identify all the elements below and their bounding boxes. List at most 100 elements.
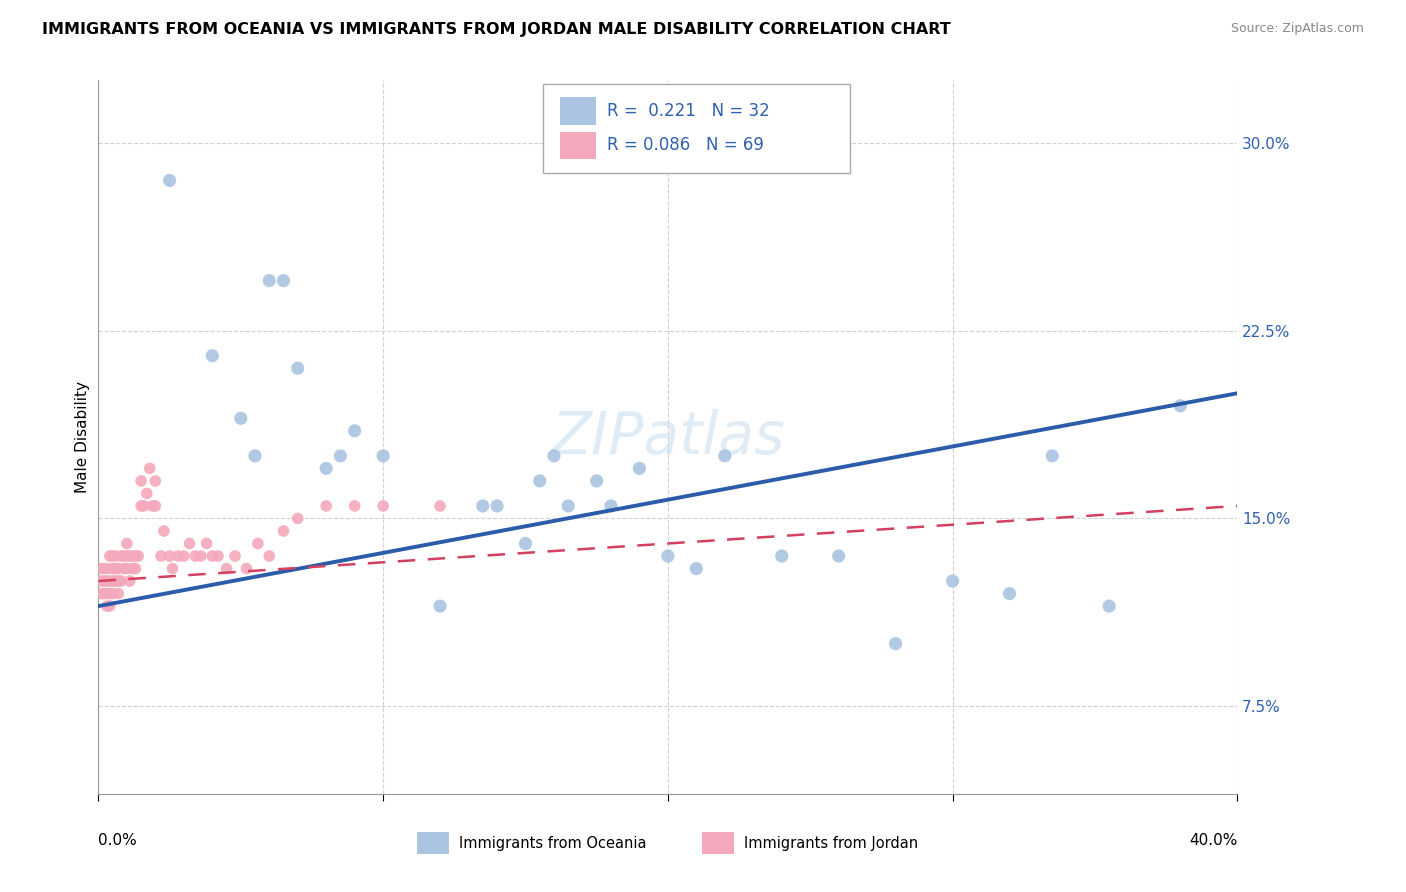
- Point: [118, 549, 141, 563]
- Point: [184, 549, 207, 563]
- Text: IMMIGRANTS FROM OCEANIA VS IMMIGRANTS FROM JORDAN MALE DISABILITY CORRELATION CH: IMMIGRANTS FROM OCEANIA VS IMMIGRANTS FR…: [42, 22, 950, 37]
- Point: [600, 499, 623, 513]
- Point: [127, 549, 149, 563]
- Point: [96, 586, 118, 600]
- Point: [93, 586, 115, 600]
- Point: [90, 574, 112, 588]
- Point: [98, 549, 121, 563]
- Point: [471, 499, 494, 513]
- Point: [124, 549, 146, 563]
- Point: [118, 574, 141, 588]
- Point: [98, 586, 121, 600]
- Point: [529, 474, 551, 488]
- Point: [145, 474, 167, 488]
- Point: [259, 274, 281, 288]
- Point: [132, 499, 155, 513]
- Point: [101, 586, 124, 600]
- Point: [1170, 399, 1192, 413]
- Point: [138, 461, 160, 475]
- Point: [112, 549, 135, 563]
- Point: [110, 549, 132, 563]
- Point: [159, 173, 181, 187]
- Point: [98, 599, 121, 613]
- Point: [121, 561, 143, 575]
- Point: [101, 574, 124, 588]
- Point: [343, 424, 366, 438]
- Point: [173, 549, 195, 563]
- Point: [657, 549, 679, 563]
- Point: [207, 549, 229, 563]
- Point: [115, 536, 138, 550]
- Point: [124, 561, 146, 575]
- Point: [259, 549, 281, 563]
- Point: [884, 637, 907, 651]
- Point: [167, 549, 190, 563]
- Point: [159, 549, 181, 563]
- Text: Source: ZipAtlas.com: Source: ZipAtlas.com: [1230, 22, 1364, 36]
- Point: [201, 549, 224, 563]
- Point: [343, 499, 366, 513]
- Point: [770, 549, 793, 563]
- Point: [486, 499, 509, 513]
- Point: [107, 586, 129, 600]
- FancyBboxPatch shape: [560, 97, 596, 125]
- Point: [243, 449, 266, 463]
- Point: [112, 561, 135, 575]
- Point: [115, 561, 138, 575]
- Point: [229, 411, 252, 425]
- Point: [150, 549, 173, 563]
- Point: [141, 499, 163, 513]
- Text: Immigrants from Oceania: Immigrants from Oceania: [460, 836, 647, 851]
- Point: [329, 449, 352, 463]
- Point: [287, 361, 309, 376]
- Point: [235, 561, 257, 575]
- Point: [287, 511, 309, 525]
- Point: [93, 574, 115, 588]
- Point: [373, 449, 395, 463]
- Point: [115, 549, 138, 563]
- Point: [135, 486, 157, 500]
- Point: [215, 561, 238, 575]
- Point: [429, 599, 451, 613]
- Point: [201, 349, 224, 363]
- Text: 40.0%: 40.0%: [1189, 833, 1237, 848]
- Point: [162, 561, 184, 575]
- Point: [104, 549, 127, 563]
- FancyBboxPatch shape: [560, 132, 596, 159]
- Y-axis label: Male Disability: Male Disability: [75, 381, 90, 493]
- Point: [195, 536, 218, 550]
- Point: [515, 536, 537, 550]
- Point: [107, 574, 129, 588]
- Point: [224, 549, 246, 563]
- Point: [685, 561, 707, 575]
- Point: [101, 561, 124, 575]
- Point: [246, 536, 269, 550]
- Point: [585, 474, 607, 488]
- FancyBboxPatch shape: [702, 832, 734, 854]
- Point: [315, 499, 337, 513]
- FancyBboxPatch shape: [543, 84, 851, 173]
- Point: [942, 574, 965, 588]
- Point: [145, 499, 167, 513]
- Point: [273, 274, 295, 288]
- Point: [98, 574, 121, 588]
- Text: ZIPatlas: ZIPatlas: [551, 409, 785, 466]
- Point: [1098, 599, 1121, 613]
- Text: Immigrants from Jordan: Immigrants from Jordan: [744, 836, 918, 851]
- Point: [107, 561, 129, 575]
- Point: [315, 461, 337, 475]
- Point: [714, 449, 737, 463]
- Point: [110, 574, 132, 588]
- Point: [129, 499, 152, 513]
- Point: [129, 474, 152, 488]
- Point: [429, 499, 451, 513]
- Point: [101, 549, 124, 563]
- Point: [190, 549, 212, 563]
- FancyBboxPatch shape: [418, 832, 449, 854]
- Point: [1040, 449, 1063, 463]
- Text: R =  0.221   N = 32: R = 0.221 N = 32: [607, 102, 770, 120]
- Point: [628, 461, 651, 475]
- Point: [373, 499, 395, 513]
- Point: [93, 561, 115, 575]
- Point: [90, 561, 112, 575]
